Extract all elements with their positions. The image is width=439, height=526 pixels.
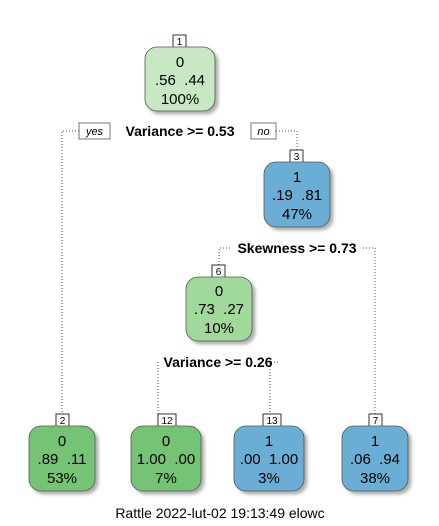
node-class: 0 xyxy=(162,433,170,450)
edge-1-3 xyxy=(276,130,298,150)
edge-1-2 xyxy=(61,130,79,414)
node-probs: .56 .44 xyxy=(155,72,205,89)
node-percent: 10% xyxy=(204,320,234,337)
node-number: 2 xyxy=(60,416,66,427)
node-class: 0 xyxy=(58,433,66,450)
node-number: 1 xyxy=(177,37,183,48)
node-probs: 1.00 .00 xyxy=(137,451,195,468)
tree-edges xyxy=(61,130,376,414)
yes-label-box xyxy=(78,122,111,140)
tree-node-13: 13 1 .00 1.00 3% xyxy=(233,413,305,492)
tree-node-6: 6 0 .73 .27 10% xyxy=(185,264,253,342)
node-probs: .19 .81 xyxy=(272,187,322,204)
node-box xyxy=(233,425,305,492)
node-number: 12 xyxy=(161,416,173,427)
node-probs: .06 .94 xyxy=(350,451,400,468)
node-class: 1 xyxy=(371,433,379,450)
node-class: 1 xyxy=(265,433,273,450)
node-class: 0 xyxy=(215,283,223,300)
node-probs: .89 .11 xyxy=(38,451,87,468)
node-class: 1 xyxy=(293,169,301,186)
node-number: 6 xyxy=(216,267,222,278)
caption: Rattle 2022-lut-02 19:13:49 elowc xyxy=(115,505,324,521)
edge-3-7 xyxy=(363,247,376,414)
node-box xyxy=(263,161,331,228)
tree-node-7: 7 1 .06 .94 38% xyxy=(341,413,409,492)
tree-node-3: 3 1 .19 .81 47% xyxy=(263,149,331,228)
split-label-node3: Skewness >= 0.73 xyxy=(237,240,356,256)
node-box xyxy=(28,425,96,492)
node-percent: 53% xyxy=(47,470,77,487)
node-box xyxy=(341,425,409,492)
node-number: 13 xyxy=(266,416,278,427)
no-label-box xyxy=(250,122,277,140)
tree-node-1: 1 0 .56 .44 100% xyxy=(144,34,216,112)
split-label-root: Variance >= 0.53 xyxy=(126,123,235,139)
node-probs: .73 .27 xyxy=(194,301,244,318)
node-percent: 38% xyxy=(360,470,390,487)
node-percent: 3% xyxy=(258,470,280,487)
node-class: 0 xyxy=(176,54,184,71)
yes-label: yes xyxy=(85,126,104,138)
node-probs: .00 1.00 xyxy=(240,451,298,468)
edge-3-6 xyxy=(218,247,230,265)
node-percent: 47% xyxy=(282,206,312,223)
split-label-node6: Variance >= 0.26 xyxy=(164,354,273,370)
node-number: 7 xyxy=(373,416,379,427)
tree-node-12: 12 0 1.00 .00 7% xyxy=(130,413,202,492)
node-percent: 100% xyxy=(161,91,199,108)
node-number: 3 xyxy=(294,152,300,163)
node-box xyxy=(185,276,253,342)
node-box xyxy=(130,425,202,492)
tree-node-2: 2 0 .89 .11 53% xyxy=(28,413,96,492)
no-label: no xyxy=(257,126,269,138)
node-percent: 7% xyxy=(155,470,177,487)
node-box xyxy=(144,46,216,112)
split-root: yes Variance >= 0.53 no xyxy=(78,122,277,140)
edge-6-13 xyxy=(269,361,278,414)
